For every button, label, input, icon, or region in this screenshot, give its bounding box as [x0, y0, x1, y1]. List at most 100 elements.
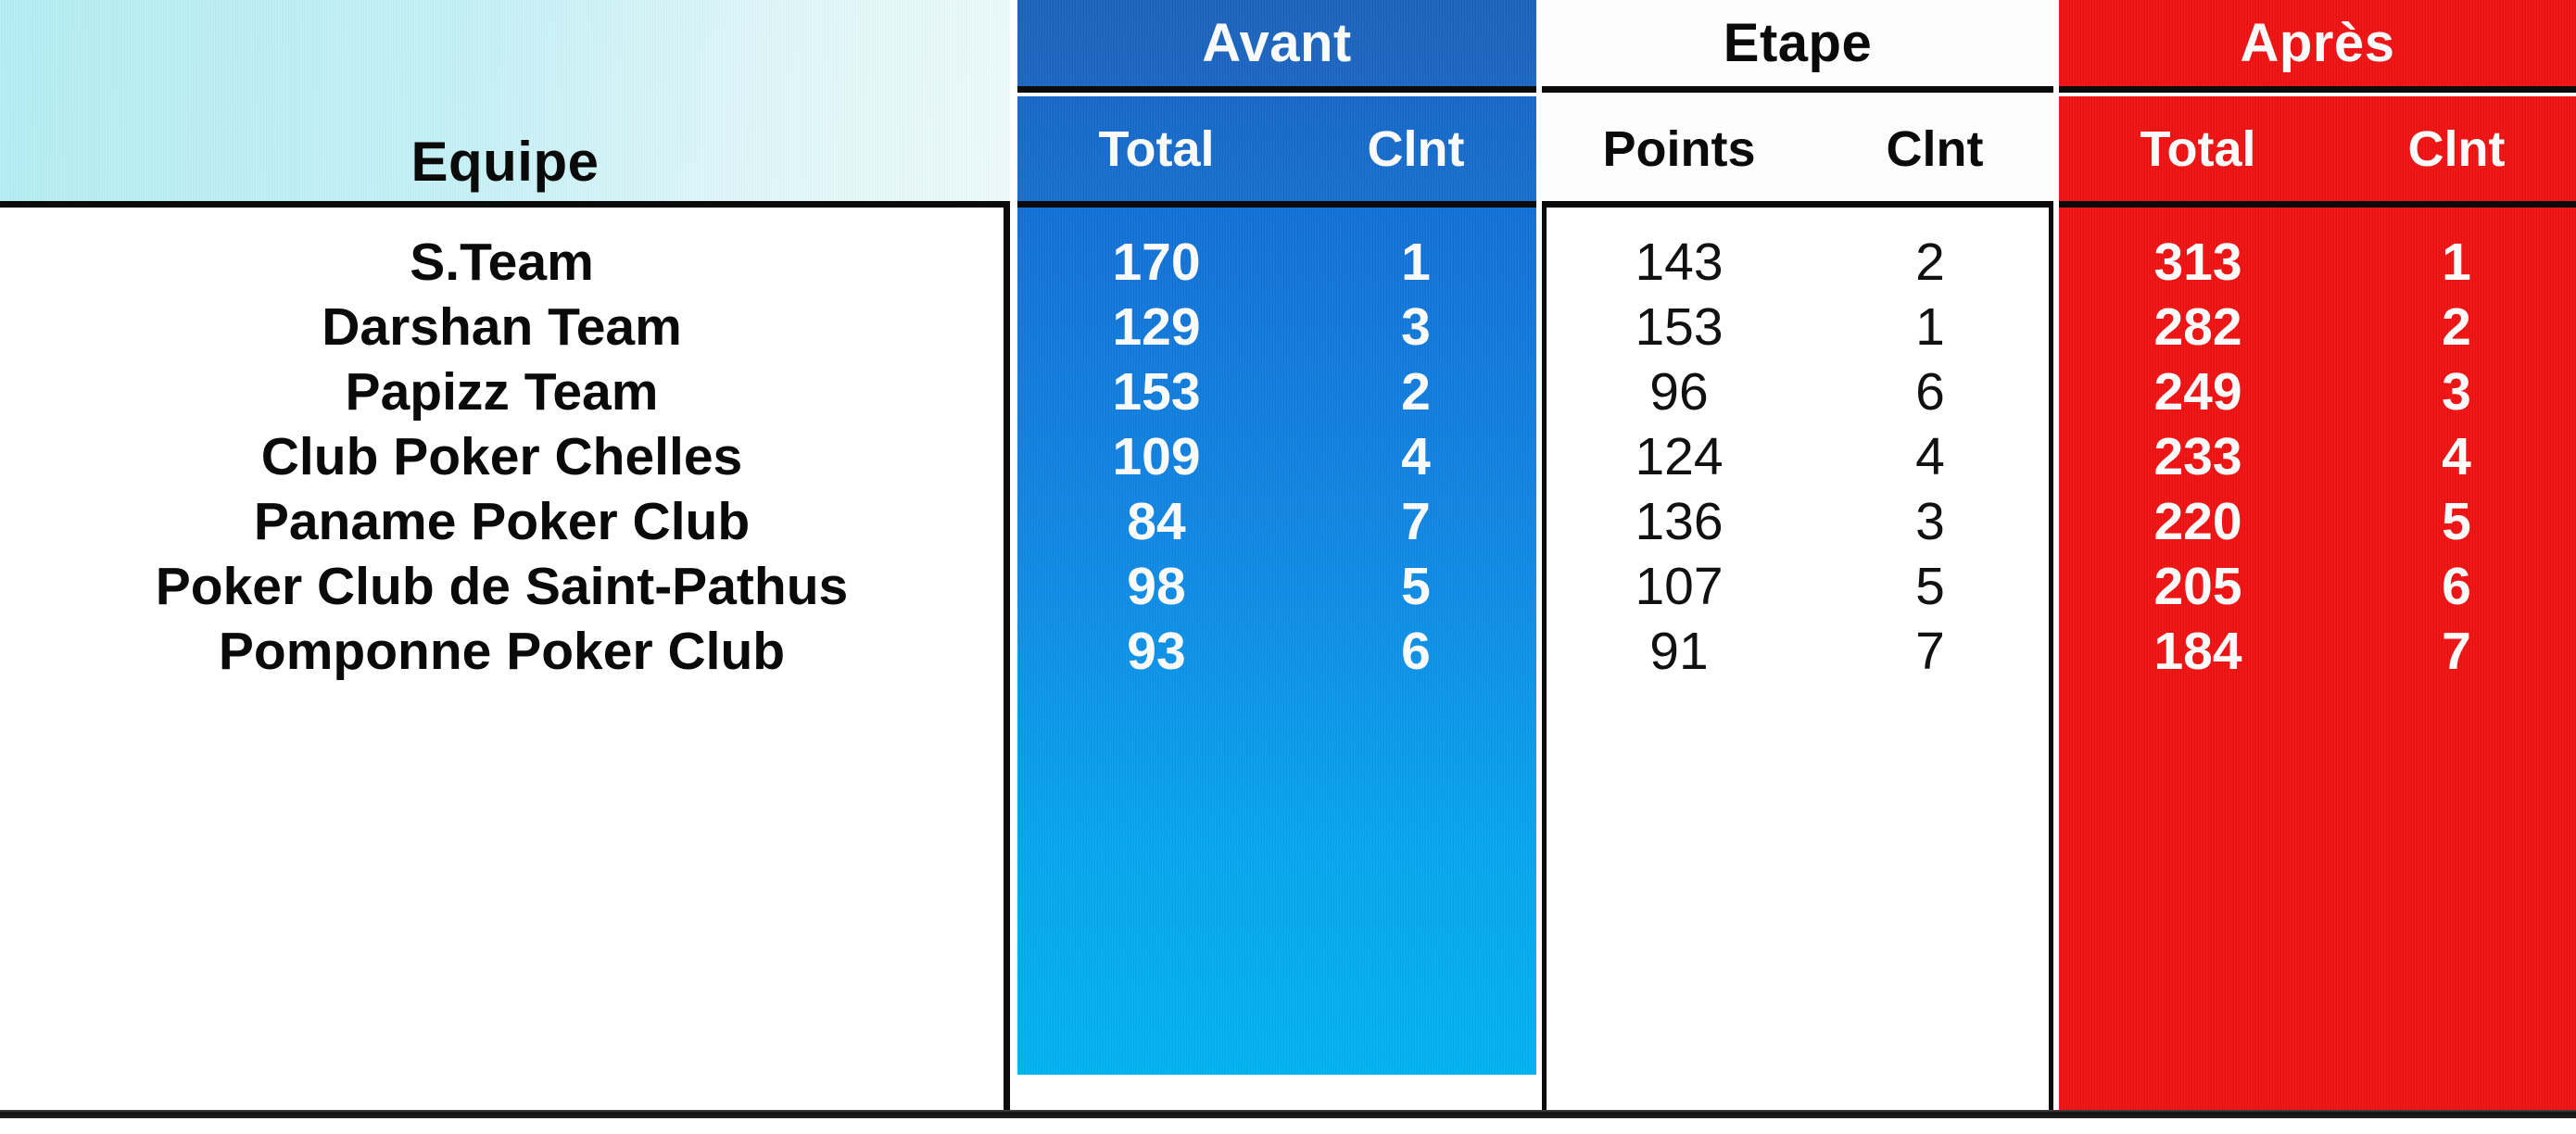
table-row: 84 7: [1017, 489, 1536, 554]
table-row: 205 6: [2059, 554, 2576, 619]
avant-clnt-value: 7: [1401, 492, 1431, 551]
etape-points-value: 136: [1635, 492, 1724, 551]
team-name: Darshan Team: [322, 297, 682, 357]
table-row: 109 4: [1017, 424, 1536, 489]
apres-clnt-value: 7: [2442, 622, 2471, 681]
apres-total-value: 233: [2153, 427, 2242, 486]
table-row: 91 7: [1547, 619, 2049, 684]
subheader-row-apres: Total Clnt: [2059, 96, 2576, 208]
avant-total-value: 109: [1112, 427, 1201, 486]
table-row: 233 4: [2059, 424, 2576, 489]
etape-points-value: 91: [1649, 622, 1709, 681]
apres-total-value: 184: [2153, 622, 2242, 681]
group-header-apres: Après: [2059, 0, 2576, 93]
table-row: 129 3: [1017, 295, 1536, 359]
etape-points-value: 124: [1635, 427, 1724, 486]
avant-total-value: 84: [1127, 492, 1186, 551]
group-header-apres-label: Après: [2240, 13, 2395, 73]
etape-clnt-value: 2: [1915, 233, 1945, 292]
apres-clnt-value: 2: [2442, 297, 2471, 357]
apres-total-value: 313: [2153, 233, 2242, 292]
column-etape: 143 2 153 1 96 6 124 4 136 3 107 5 91 7: [1542, 208, 2053, 1116]
avant-total-value: 153: [1112, 362, 1201, 422]
table-row: 249 3: [2059, 359, 2576, 424]
column-avant: 170 1 129 3 153 2 109 4 84 7 98 5 93 6: [1017, 208, 1536, 1075]
etape-clnt-value: 4: [1915, 427, 1945, 486]
table-row: 184 7: [2059, 619, 2576, 684]
table-row: S.Team: [0, 230, 1004, 295]
etape-points-value: 107: [1635, 557, 1724, 616]
apres-total-value: 205: [2153, 557, 2242, 616]
equipe-header-label: Equipe: [410, 131, 600, 193]
etape-points-value: 153: [1635, 297, 1724, 357]
avant-total-value: 170: [1112, 233, 1201, 292]
table-row: 136 3: [1547, 489, 2049, 554]
table-row: Pomponne Poker Club: [0, 619, 1004, 684]
subheader-row-etape: Points Clnt: [1542, 96, 2053, 208]
apres-clnt-value: 5: [2442, 492, 2471, 551]
column-equipe: S.Team Darshan Team Papizz Team Club Pok…: [0, 208, 1010, 1116]
table-row: Paname Poker Club: [0, 489, 1004, 554]
subheader-avant-clnt: Clnt: [1367, 120, 1465, 177]
table-row: 93 6: [1017, 619, 1536, 684]
apres-clnt-value: 6: [2442, 557, 2471, 616]
apres-total-value: 282: [2153, 297, 2242, 357]
apres-total-value: 249: [2153, 362, 2242, 422]
etape-clnt-value: 1: [1915, 297, 1945, 357]
table-row: Papizz Team: [0, 359, 1004, 424]
team-name: Club Poker Chelles: [260, 427, 743, 486]
avant-clnt-value: 3: [1401, 297, 1431, 357]
table-row: 143 2: [1547, 230, 2049, 295]
apres-clnt-value: 1: [2442, 233, 2471, 292]
table-row: Poker Club de Saint-Pathus: [0, 554, 1004, 619]
etape-points-value: 143: [1635, 233, 1724, 292]
table-row: 96 6: [1547, 359, 2049, 424]
group-header-etape: Etape: [1542, 0, 2053, 93]
team-name: S.Team: [410, 233, 594, 292]
equipe-header-cell: Equipe: [0, 0, 1010, 208]
table-row: Club Poker Chelles: [0, 424, 1004, 489]
avant-clnt-value: 5: [1401, 557, 1431, 616]
team-name: Poker Club de Saint-Pathus: [155, 557, 849, 616]
avant-clnt-value: 1: [1401, 233, 1431, 292]
etape-points-value: 96: [1649, 362, 1709, 422]
table-row: 220 5: [2059, 489, 2576, 554]
etape-clnt-value: 3: [1915, 492, 1945, 551]
apres-total-value: 220: [2153, 492, 2242, 551]
column-apres: 313 1 282 2 249 3 233 4 220 5 205 6 184 7: [2059, 208, 2576, 1116]
table-row: 107 5: [1547, 554, 2049, 619]
avant-clnt-value: 2: [1401, 362, 1431, 422]
avant-total-value: 93: [1127, 622, 1186, 681]
table-bottom-border: [0, 1110, 2576, 1118]
etape-clnt-value: 6: [1915, 362, 1945, 422]
avant-total-value: 129: [1112, 297, 1201, 357]
etape-clnt-value: 7: [1915, 622, 1945, 681]
table-row: 313 1: [2059, 230, 2576, 295]
subheader-apres-total: Total: [2140, 120, 2256, 177]
table-row: 98 5: [1017, 554, 1536, 619]
group-header-avant: Avant: [1017, 0, 1536, 93]
table-row: 153 1: [1547, 295, 2049, 359]
apres-clnt-value: 3: [2442, 362, 2471, 422]
etape-clnt-value: 5: [1915, 557, 1945, 616]
team-name: Pomponne Poker Club: [218, 622, 786, 681]
apres-clnt-value: 4: [2442, 427, 2471, 486]
table-row: Darshan Team: [0, 295, 1004, 359]
table-row: 282 2: [2059, 295, 2576, 359]
subheader-row-avant: Total Clnt: [1017, 96, 1536, 208]
table-row: 153 2: [1017, 359, 1536, 424]
team-name: Paname Poker Club: [253, 492, 751, 551]
subheader-apres-clnt: Clnt: [2407, 120, 2506, 177]
subheader-etape-clnt: Clnt: [1886, 120, 1984, 177]
subheader-etape-points: Points: [1602, 120, 1756, 177]
avant-clnt-value: 4: [1401, 427, 1431, 486]
avant-clnt-value: 6: [1401, 622, 1431, 681]
table-row: 170 1: [1017, 230, 1536, 295]
group-header-etape-label: Etape: [1723, 13, 1873, 73]
avant-total-value: 98: [1127, 557, 1186, 616]
team-name: Papizz Team: [345, 362, 659, 422]
table-row: 124 4: [1547, 424, 2049, 489]
subheader-avant-total: Total: [1098, 120, 1215, 177]
group-header-avant-label: Avant: [1202, 13, 1352, 73]
